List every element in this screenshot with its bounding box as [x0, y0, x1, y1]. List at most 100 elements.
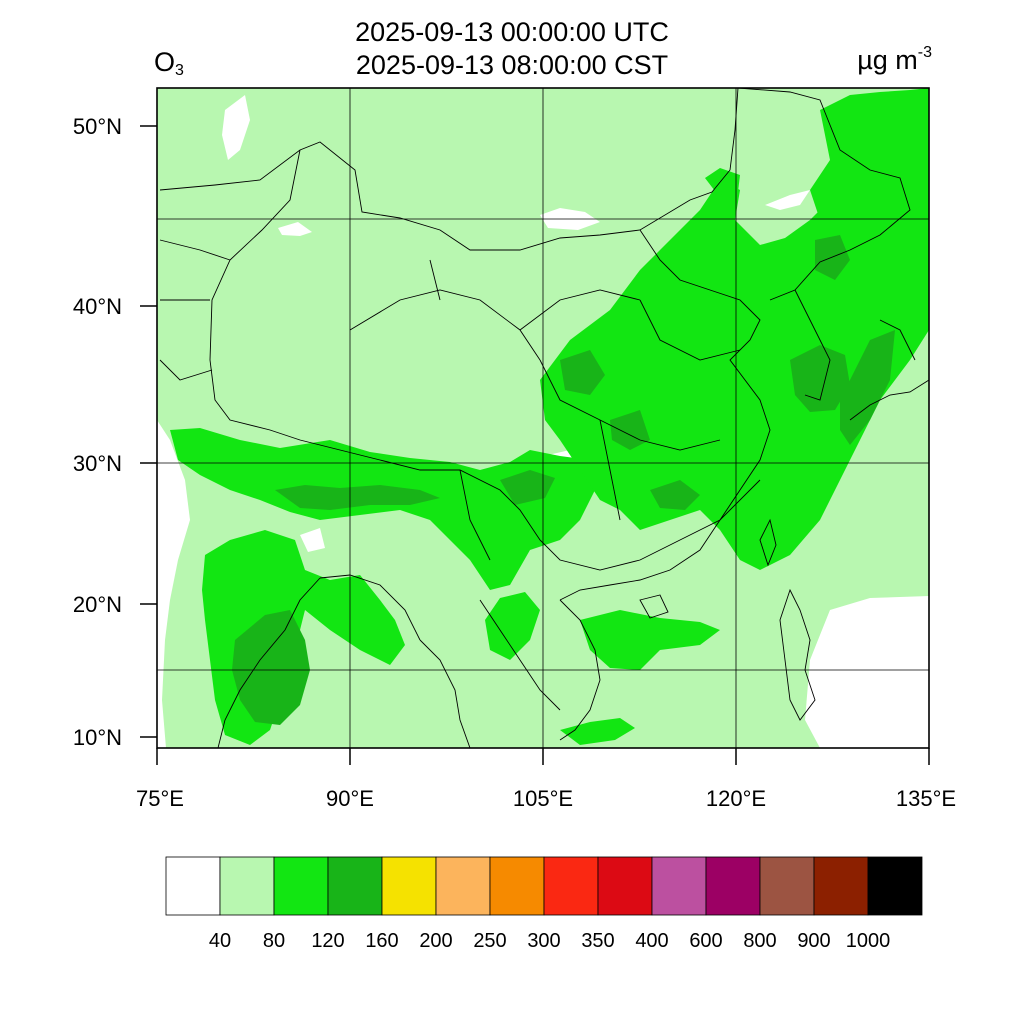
units-name: µg m: [857, 45, 918, 75]
green-region-indochina-north: [485, 592, 540, 660]
colorbar-label: 40: [208, 930, 232, 952]
ozone-field: [157, 88, 929, 748]
colorbar-box-12: [813, 856, 869, 916]
species-label: O3: [154, 47, 184, 79]
gridlines: [157, 88, 929, 748]
latitude-ticks: [140, 125, 157, 738]
coast-japan-1: [849, 379, 929, 421]
label-lat-20: 20°N: [73, 592, 122, 617]
white-patch-northwest-1: [222, 95, 250, 160]
coast-bohai: [709, 289, 771, 521]
dark-green-loess-plateau: [560, 350, 605, 395]
boundary-mongolia-south: [639, 229, 711, 291]
colorbar-label: 350: [581, 930, 615, 952]
label-lat-50: 50°N: [73, 114, 122, 139]
colorbar-box-3: [327, 856, 383, 916]
label-lon-90: 90°E: [326, 786, 374, 811]
boundary-central-asia-1: [159, 239, 231, 261]
label-lon-135: 135°E: [896, 786, 956, 811]
coast-india-east: [319, 574, 421, 641]
colorbar-box-13: [867, 856, 923, 916]
colorbar-label: 800: [743, 930, 777, 952]
latitude-labels: 50°N 40°N 30°N 20°N 10°N: [73, 114, 122, 750]
species-name: O: [154, 47, 176, 77]
label-lat-10: 10°N: [73, 725, 122, 750]
green-region-northeast: [810, 88, 929, 240]
boundary-provinces-5: [599, 419, 621, 521]
boundary-provinces-3: [519, 289, 641, 331]
map-title-cst: 2025-09-13 08:00:00 CST: [355, 50, 669, 80]
boundary-provinces-1: [349, 289, 541, 361]
colorbar-label: 300: [527, 930, 561, 952]
colorbar-label: 120: [311, 930, 345, 952]
dark-green-yellow-sea: [840, 330, 895, 445]
boundary-china-manchuria: [737, 88, 911, 301]
green-region-gulf-of-tonkin: [580, 610, 720, 670]
ozone-120-160-regions: [232, 235, 895, 725]
colorbar-label: 250: [473, 930, 507, 952]
colorbar-label: 80: [262, 930, 286, 952]
coast-philippines: [779, 588, 816, 721]
colorbar-box-2: [273, 856, 329, 916]
green-spot-gobi: [705, 168, 740, 195]
dark-green-korea: [815, 235, 850, 280]
colorbar-label: 600: [689, 930, 723, 952]
green-band-himalaya: [170, 428, 600, 590]
label-lon-105: 105°E: [513, 786, 573, 811]
boundaries: [159, 88, 929, 748]
colorbar-box-6: [489, 856, 545, 916]
species-subscript: 3: [175, 62, 184, 79]
units-superscript: -3: [917, 44, 932, 61]
units-label: µg m-3: [857, 44, 932, 76]
dark-green-jiangnan: [650, 480, 700, 510]
label-lat-40: 40°N: [73, 294, 122, 319]
coast-indochina: [559, 599, 601, 741]
map-title-utc: 2025-09-13 00:00:00 UTC: [355, 17, 669, 47]
green-region-gulf-of-thailand: [560, 718, 635, 745]
colorbar-labels: 40 80 120 160 200 250 300 350 400 600 800 900 1000: [0, 930, 1024, 958]
boundary-china-west: [209, 149, 761, 571]
colorbar: [165, 856, 923, 916]
colorbar-box-1: [219, 856, 275, 916]
colorbar-box-0: [165, 856, 221, 916]
colorbar-box-9: [651, 856, 707, 916]
boundary-provinces-7: [459, 469, 491, 561]
coast-south-china: [559, 519, 721, 601]
label-lon-75: 75°E: [136, 786, 184, 811]
white-patch-india-1: [300, 528, 325, 552]
white-patch-west-sea: [157, 420, 190, 748]
colorbar-box-8: [597, 856, 653, 916]
boundary-provinces-6: [639, 299, 741, 361]
colorbar-label: 1000: [845, 930, 891, 952]
coast-hainan: [639, 594, 669, 619]
white-patch-south-china-sea: [805, 596, 929, 748]
coast-korea: [794, 289, 831, 401]
boundary-provinces-4: [539, 359, 721, 451]
coast-myanmar: [419, 639, 471, 748]
colorbar-label: 160: [365, 930, 399, 952]
colorbar-box-11: [759, 856, 815, 916]
longitude-ticks: [156, 748, 930, 765]
label-lat-30: 30°N: [73, 451, 122, 476]
colorbar-label: 900: [797, 930, 831, 952]
coast-taiwan: [759, 518, 777, 567]
coast-india-west: [217, 577, 321, 748]
boundary-central-asia-3: [159, 359, 213, 381]
colorbar-box-4: [381, 856, 437, 916]
colorbar-box-10: [705, 856, 761, 916]
colorbar-box-5: [435, 856, 491, 916]
dark-green-india-east: [232, 610, 310, 725]
longitude-labels: 75°E 90°E 105°E 120°E 135°E: [136, 786, 956, 811]
boundary-indochina-inner: [479, 599, 561, 711]
colorbar-box-7: [543, 856, 599, 916]
colorbar-label: 200: [419, 930, 453, 952]
coast-japan-2: [879, 319, 916, 361]
boundary-provinces-2: [429, 259, 441, 301]
colorbar-label: 400: [635, 930, 669, 952]
label-lon-120: 120°E: [706, 786, 766, 811]
white-patch-northwest-2: [278, 222, 312, 236]
dark-green-tibet-east: [500, 470, 555, 505]
white-patch-manchuria: [765, 190, 810, 210]
dark-green-tibet-south: [275, 485, 440, 510]
